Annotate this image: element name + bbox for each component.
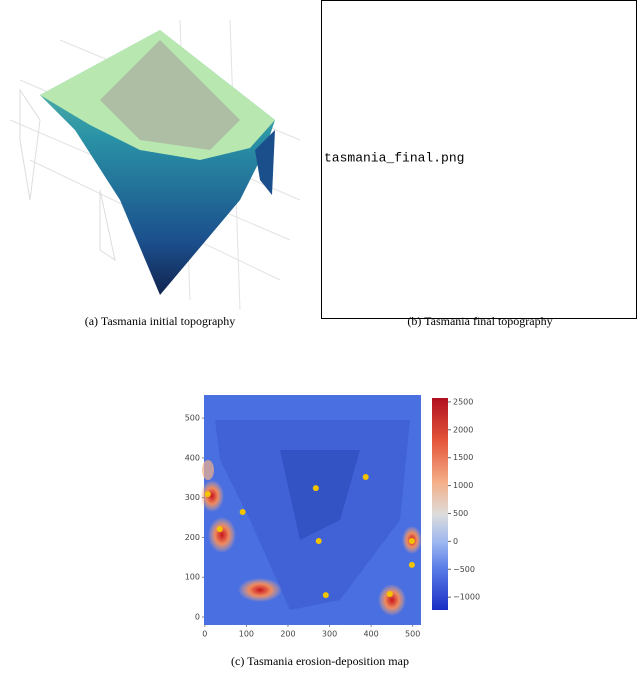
point bbox=[362, 473, 369, 480]
point bbox=[312, 485, 319, 492]
y-tick-label: 0 bbox=[195, 613, 200, 622]
y-tick-label: 200 bbox=[185, 533, 200, 542]
point bbox=[322, 592, 329, 599]
terrain-3d bbox=[9, 19, 301, 311]
colorbar-tick-label: −500 bbox=[453, 565, 475, 574]
x-tick-label: 200 bbox=[280, 630, 295, 639]
point bbox=[216, 526, 223, 533]
caption: (a) Tasmania initial topography bbox=[85, 314, 236, 328]
colorbar-tick-label: 0 bbox=[453, 537, 458, 546]
point bbox=[408, 561, 415, 568]
y-tick-label: 100 bbox=[185, 573, 200, 582]
colorbar-tick-label: 1500 bbox=[453, 453, 473, 462]
y-tick-label: 400 bbox=[185, 453, 200, 462]
colorbar-tick-label: 500 bbox=[453, 509, 468, 518]
colorbar bbox=[432, 398, 448, 610]
y-tick-label: 300 bbox=[185, 493, 200, 502]
x-tick-label: 400 bbox=[363, 630, 378, 639]
x-tick-label: 500 bbox=[405, 630, 420, 639]
colorbar-tick-label: 2500 bbox=[453, 397, 473, 406]
point bbox=[204, 491, 211, 498]
colorbar-tick-label: −1000 bbox=[453, 593, 480, 602]
point bbox=[315, 538, 322, 545]
caption: (b) Tasmania final topography bbox=[407, 314, 552, 328]
caption: (c) Tasmania erosion-deposition map bbox=[231, 654, 409, 668]
point bbox=[386, 590, 393, 597]
heatmap bbox=[200, 395, 422, 625]
y-tick-label: 500 bbox=[185, 414, 200, 423]
x-tick-label: 0 bbox=[202, 630, 207, 639]
colorbar-tick-label: 2000 bbox=[453, 425, 473, 434]
x-tick-label: 300 bbox=[322, 630, 337, 639]
point bbox=[408, 538, 415, 545]
placeholder-text: tasmania_final.png bbox=[324, 150, 464, 165]
x-tick-label: 100 bbox=[239, 630, 254, 639]
colorbar-tick-label: 1000 bbox=[453, 481, 473, 490]
image-placeholder bbox=[321, 0, 637, 319]
point bbox=[239, 508, 246, 515]
